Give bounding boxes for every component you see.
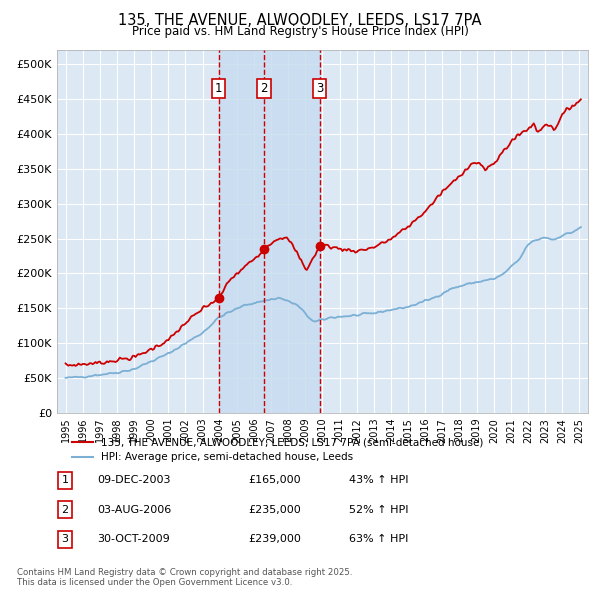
Legend: 135, THE AVENUE, ALWOODLEY, LEEDS, LS17 7PA (semi-detached house), HPI: Average : 135, THE AVENUE, ALWOODLEY, LEEDS, LS17 …: [68, 433, 487, 467]
Text: £165,000: £165,000: [248, 476, 301, 485]
Text: £239,000: £239,000: [248, 535, 301, 544]
Text: 63% ↑ HPI: 63% ↑ HPI: [349, 535, 409, 544]
Text: 135, THE AVENUE, ALWOODLEY, LEEDS, LS17 7PA: 135, THE AVENUE, ALWOODLEY, LEEDS, LS17 …: [118, 13, 482, 28]
Text: 30-OCT-2009: 30-OCT-2009: [97, 535, 170, 544]
Text: 2: 2: [61, 505, 68, 514]
Bar: [218, 50, 320, 413]
Text: 3: 3: [61, 535, 68, 544]
Text: Price paid vs. HM Land Registry's House Price Index (HPI): Price paid vs. HM Land Registry's House …: [131, 25, 469, 38]
Text: £235,000: £235,000: [248, 505, 301, 514]
Text: 1: 1: [61, 476, 68, 485]
Text: Contains HM Land Registry data © Crown copyright and database right 2025.
This d: Contains HM Land Registry data © Crown c…: [17, 568, 352, 587]
Text: 1: 1: [215, 82, 223, 95]
Text: 2: 2: [260, 82, 268, 95]
Text: 43% ↑ HPI: 43% ↑ HPI: [349, 476, 409, 485]
Text: 09-DEC-2003: 09-DEC-2003: [97, 476, 170, 485]
Text: 52% ↑ HPI: 52% ↑ HPI: [349, 505, 409, 514]
Text: 03-AUG-2006: 03-AUG-2006: [97, 505, 171, 514]
Text: 3: 3: [316, 82, 323, 95]
